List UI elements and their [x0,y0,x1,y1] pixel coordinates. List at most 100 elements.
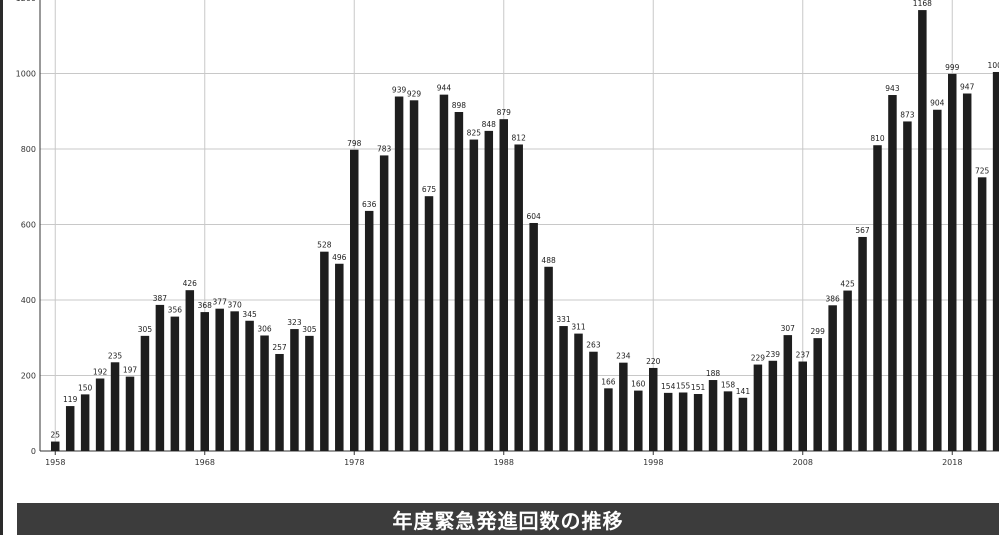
data-label-2012: 567 [855,226,870,235]
bar-2000 [678,392,688,451]
x-tick-label: 1968 [195,458,215,467]
bar-2002 [708,380,718,451]
x-tick-label: 2008 [793,458,813,467]
data-label-1968: 368 [198,301,213,310]
data-label-1996: 234 [616,352,631,361]
data-label-1994: 263 [586,341,601,350]
bar-1981 [394,96,404,451]
bar-1959 [65,406,75,451]
bar-1998 [649,367,658,451]
bar-2009 [813,338,822,451]
bar-2005 [753,364,763,451]
data-label-1989: 812 [512,133,527,142]
data-label-2010: 386 [825,294,840,303]
data-label-2005: 229 [751,354,766,363]
y-tick-labels: 0 200 400 600 800 1000 1200 [16,0,36,456]
bar-1965 [155,304,165,451]
bar-1987 [484,130,494,451]
data-label-2021: 1004 [988,61,999,70]
bar-2004 [738,397,748,451]
bar-1996 [619,362,628,451]
data-label-1973: 257 [272,343,287,352]
bar-2011 [843,290,852,451]
data-label-1965: 387 [153,294,168,303]
data-label-1958: 25 [50,431,60,440]
bar-1984 [439,94,449,451]
bar-1968 [200,312,209,451]
y-tick-label: 600 [21,221,36,230]
bar-1974 [290,329,299,451]
data-label-1962: 235 [108,351,123,360]
data-label-1959: 119 [63,395,78,404]
y-tick-label: 1000 [16,70,36,79]
bar-1983 [424,196,434,451]
bar-1972 [260,335,269,451]
bar-1966 [170,316,180,451]
bar-2007 [783,335,793,451]
x-tick-labels: 1958 1968 1978 1988 1998 2008 2018 [45,458,962,467]
bar-1978 [350,149,359,451]
data-label-2004: 141 [736,387,751,396]
bar-1960 [80,394,90,451]
bar-1964 [140,335,150,451]
bar-1961 [95,378,105,451]
bar-2018 [948,73,957,451]
data-label-1979: 636 [362,200,377,209]
bar-2003 [723,391,733,451]
data-label-1963: 197 [123,366,138,375]
data-label-2007: 307 [781,324,796,333]
data-label-1972: 306 [257,324,272,333]
data-label-1984: 944 [437,84,452,93]
bar-1988 [499,119,508,452]
data-label-1985: 898 [452,101,467,110]
bar-1958 [51,441,60,451]
data-label-1997: 160 [631,380,646,389]
data-label-2003: 158 [721,380,736,389]
bar-2006 [768,360,778,451]
bar-1986 [469,139,479,451]
bar-1985 [454,112,464,451]
bar-1999 [663,392,673,451]
data-label-1976: 528 [317,241,332,250]
bar-2017 [933,109,942,452]
data-label-2013: 810 [870,134,885,143]
data-label-1964: 305 [138,325,153,334]
bar-1976 [320,251,329,451]
x-tick-label: 1978 [344,458,364,467]
bar-1980 [379,155,389,452]
data-label-2009: 299 [811,327,826,336]
data-label-1998: 220 [646,357,661,366]
bar-1989 [514,144,523,451]
data-label-1980: 783 [377,144,392,153]
bar-2015 [903,121,912,451]
bar-2012 [858,236,867,451]
y-tick-label: 1200 [16,0,36,3]
data-label-2016: 1168 [913,0,932,8]
bars [51,10,999,452]
data-label-1982: 929 [407,89,422,98]
data-label-1995: 166 [601,377,616,386]
data-label-2002: 188 [706,369,721,378]
data-label-1999: 154 [661,382,676,391]
bar-1973 [275,353,284,451]
data-label-1981: 939 [392,86,407,95]
bar-1991 [544,266,553,451]
bar-2014 [888,95,897,451]
data-label-2015: 873 [900,110,915,119]
data-label-2020: 725 [975,166,990,175]
data-label-1961: 192 [93,368,108,377]
x-tick-label: 1958 [45,458,65,467]
data-label-2017: 904 [930,99,945,108]
bar-1970 [230,311,239,451]
bar-2001 [693,393,703,451]
data-label-1966: 356 [168,306,183,315]
data-label-1971: 345 [242,310,257,319]
data-label-1992: 331 [556,315,571,324]
y-tick-label: 400 [21,296,36,305]
data-label-2018: 999 [945,63,960,72]
bar-1963 [125,376,135,451]
bar-2019 [962,93,972,451]
bar-1994 [589,351,598,451]
data-label-2008: 237 [796,351,811,360]
